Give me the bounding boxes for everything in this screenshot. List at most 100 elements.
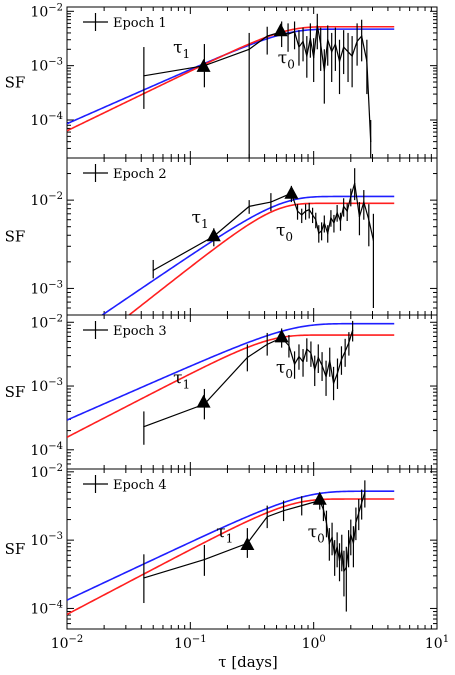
- tau1-marker: [240, 536, 255, 550]
- y-tick-label: 10−2: [30, 2, 63, 20]
- model-curve-blue: [67, 28, 395, 125]
- model-curve-red: [67, 334, 395, 438]
- data-point: [311, 214, 314, 216]
- tau0-marker: [284, 185, 299, 199]
- data-point: [306, 55, 308, 57]
- data-point: [298, 355, 300, 358]
- panel-epoch-2: 10−3 10−2 SF τ1 τ0 Epoch 2: [5, 157, 438, 316]
- data-point: [143, 577, 145, 579]
- data-point: [309, 37, 311, 39]
- data-point: [288, 345, 290, 347]
- data-point: [321, 230, 323, 232]
- data-point: [298, 46, 300, 48]
- data-point: [321, 364, 323, 367]
- data-point: [327, 232, 329, 234]
- data-point: [302, 361, 304, 363]
- tau0-marker: [274, 329, 289, 343]
- data-point: [343, 570, 345, 572]
- data-point: [323, 222, 325, 224]
- data-point: [340, 358, 343, 361]
- legend-label: Epoch 4: [113, 478, 167, 493]
- data-point: [348, 341, 350, 344]
- panels-group: 10−4 10−3 10−2 SF τ1 τ0 Epoch 1 10−3 10−2 SF τ1 τ0 E…: [5, 2, 438, 630]
- data-point: [152, 269, 154, 271]
- data-point: [339, 220, 342, 222]
- y-tick-label: 10−2: [30, 463, 63, 481]
- plot-area: [100, 168, 395, 315]
- data-point: [361, 502, 363, 504]
- annotation-tau0: τ0: [276, 358, 293, 381]
- annotation-tau1: τ1: [173, 38, 190, 61]
- data-point: [352, 329, 354, 331]
- data-point: [363, 201, 365, 203]
- data-point: [334, 43, 336, 45]
- y-axis-label: SF: [5, 74, 26, 92]
- legend-label: Epoch 3: [113, 324, 167, 339]
- model-curve-blue: [67, 490, 395, 601]
- data-point: [331, 536, 333, 538]
- data-point: [336, 546, 338, 548]
- data-point: [308, 209, 310, 211]
- data-point: [354, 182, 356, 184]
- y-tick-label: 10−3: [30, 531, 63, 549]
- data-point: [352, 542, 355, 544]
- data-point: [296, 210, 299, 212]
- data-point: [143, 75, 145, 77]
- y-tick-label: 10−2: [30, 313, 63, 331]
- y-axis-label: SF: [5, 540, 26, 558]
- y-tick-label: 10−3: [30, 377, 63, 395]
- x-axis-tick-labels: 10−2 10−1 100 101: [51, 634, 449, 652]
- data-point: [350, 534, 352, 536]
- data-point: [346, 210, 348, 212]
- data-point: [330, 217, 332, 219]
- data-point: [336, 372, 339, 374]
- annotation-tau1: τ1: [216, 522, 233, 545]
- tau1-marker: [196, 394, 211, 408]
- data-point: [328, 542, 330, 544]
- tau0-marker: [312, 491, 327, 505]
- panel-epoch-4: 10−4 10−3 10−2 SF τ1 τ0 Epoch 4: [5, 463, 438, 630]
- data-point: [314, 369, 316, 371]
- data-point: [355, 522, 357, 524]
- plot-area: [67, 13, 395, 158]
- data-point: [318, 232, 320, 234]
- data-point: [344, 350, 346, 352]
- plot-area: [67, 480, 395, 616]
- data-point: [358, 216, 361, 218]
- y-axis-label: SF: [5, 383, 26, 401]
- model-curve-red: [67, 25, 395, 132]
- data-point: [361, 35, 363, 37]
- x-tick-label: 10−1: [174, 634, 207, 652]
- data-point: [248, 205, 250, 207]
- data-point: [310, 352, 312, 354]
- data-point: [248, 48, 250, 50]
- data-point: [350, 195, 352, 198]
- data-point: [266, 35, 268, 37]
- data-point: [301, 214, 303, 216]
- data-point: [266, 343, 268, 345]
- data-point: [341, 550, 343, 552]
- x-tick-label: 100: [302, 634, 326, 652]
- legend-label: Epoch 2: [113, 167, 167, 182]
- data-point: [347, 51, 349, 53]
- data-point: [333, 222, 335, 224]
- data-point: [325, 376, 327, 378]
- data-point: [338, 60, 341, 62]
- tau0-marker: [273, 23, 288, 37]
- x-tick-label: 10−2: [51, 634, 84, 652]
- data-point: [345, 566, 347, 568]
- data-point: [325, 522, 328, 524]
- y-axis-label: SF: [5, 228, 26, 246]
- data-point: [317, 356, 319, 359]
- data-point: [368, 219, 370, 221]
- data-point: [366, 60, 368, 62]
- data-point: [270, 201, 272, 203]
- annotation-tau1: τ1: [173, 368, 190, 391]
- data-point: [203, 558, 205, 561]
- data-point: [322, 508, 325, 511]
- model-curve-blue: [67, 322, 395, 421]
- data-point: [287, 33, 289, 35]
- data-point: [316, 24, 318, 27]
- x-tick-label: 101: [425, 634, 449, 652]
